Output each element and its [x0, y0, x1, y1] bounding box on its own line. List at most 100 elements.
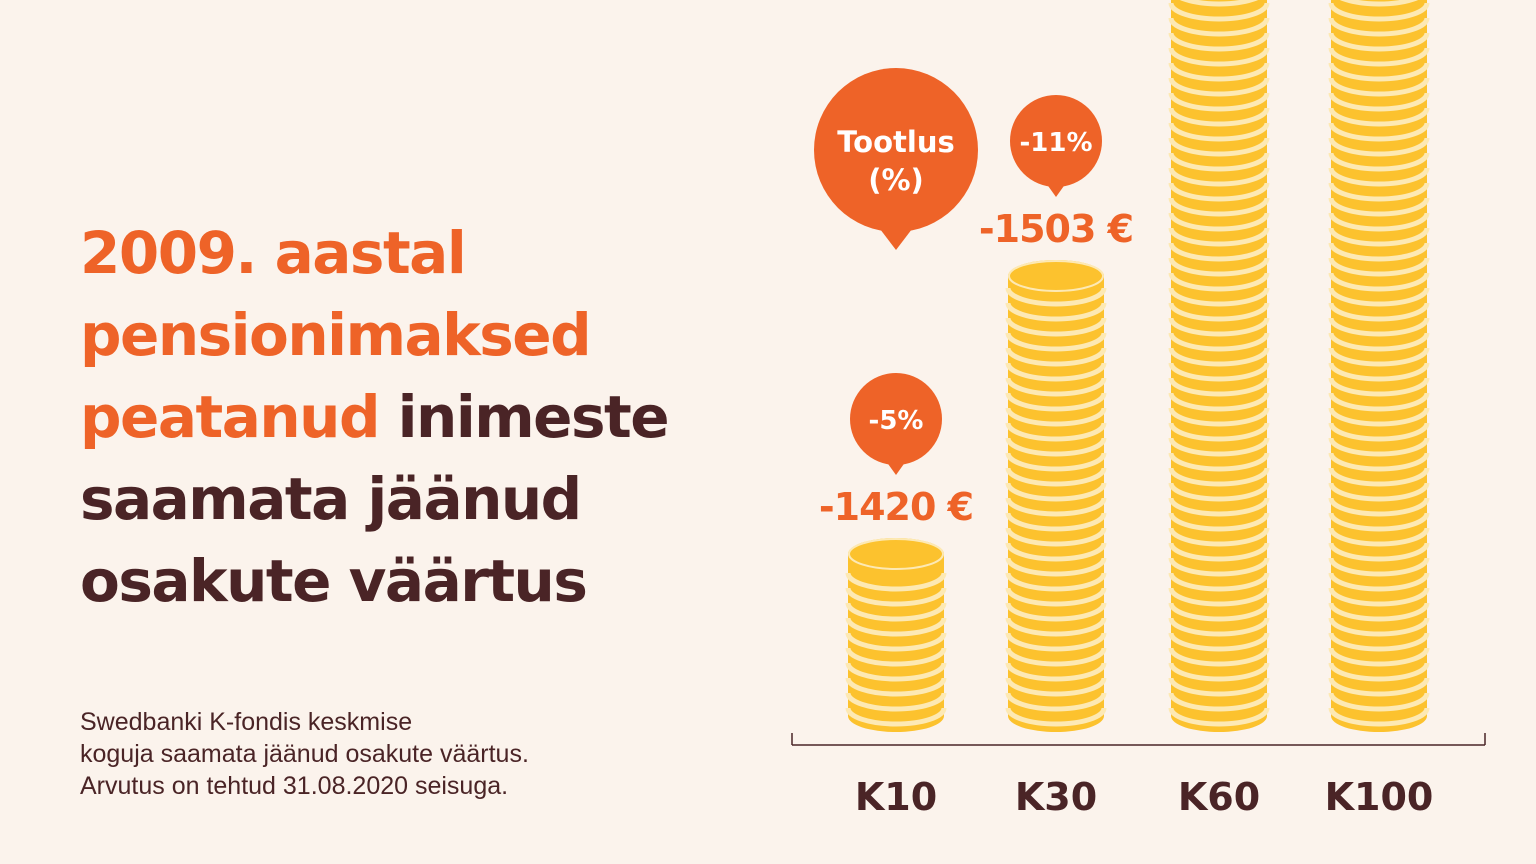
coin-edge-k100 [1328, 287, 1430, 307]
headline-line-5: osakute väärtus [80, 547, 588, 615]
coin-edge-k30 [1005, 587, 1107, 607]
coin-edge-k60 [1168, 407, 1270, 427]
coin-edge-k30 [1005, 407, 1107, 427]
coin-edge-k30 [1005, 677, 1107, 697]
coin-edge-k100 [1328, 617, 1430, 637]
coin-edge-k60 [1168, 617, 1270, 637]
coin-edge-k60 [1168, 377, 1270, 397]
return-bubble-k10 [850, 373, 942, 465]
value-label-k30: -1503 € [979, 207, 1133, 251]
coin-edge-k30 [1005, 707, 1107, 727]
coin-edge-k60 [1168, 62, 1270, 82]
coin-edge-k100 [1328, 227, 1430, 247]
coin-edge-k10 [845, 572, 947, 592]
coin-edge-k60 [1168, 47, 1270, 67]
coin-edge-k60 [1168, 437, 1270, 457]
coin-edge-k100 [1328, 377, 1430, 397]
category-label-k30: K30 [1015, 775, 1097, 819]
coin-edge-k100 [1328, 647, 1430, 667]
coin-edge-k10 [845, 617, 947, 637]
coin-edge-k30 [1005, 662, 1107, 682]
x-axis [791, 733, 1486, 746]
coin-edge-k30 [1005, 347, 1107, 367]
coin-edge-k60 [1168, 242, 1270, 262]
coin-edge-k30 [1005, 617, 1107, 637]
coin-edge-k100 [1328, 62, 1430, 82]
return-label-k10: -5% [869, 406, 924, 436]
return-bubble-pointer-k10 [886, 461, 906, 475]
coin-edge-k60 [1168, 167, 1270, 187]
headline-line-4: saamata jäänud [80, 465, 582, 533]
coin-edge-k100 [1328, 527, 1430, 547]
coin-edge-k100 [1328, 542, 1430, 562]
coin-edge-k100 [1328, 77, 1430, 97]
coin-edge-k30 [1005, 557, 1107, 577]
coin-edge-k30 [1005, 482, 1107, 502]
coin-edge-k100 [1328, 512, 1430, 532]
category-label-k60: K60 [1178, 775, 1260, 819]
coin-edge-k60 [1168, 302, 1270, 322]
coin-edge-k60 [1179, 0, 1259, 7]
coin-edge-k100 [1328, 302, 1430, 322]
coin-edge-k100 [1328, 587, 1430, 607]
coin-edge-k100 [1328, 197, 1430, 217]
coin-edge-k60 [1168, 482, 1270, 502]
coin-edge-k30 [1005, 467, 1107, 487]
coin-edge-k30 [1005, 572, 1107, 592]
coin-edge-k100 [1328, 212, 1430, 232]
coin-edge-k60 [1168, 452, 1270, 472]
coin-edge-k60 [1168, 527, 1270, 547]
coin-edge-k100 [1328, 32, 1430, 52]
coin-edge-k100 [1328, 572, 1430, 592]
footnote: Swedbanki K-fondis keskmise koguja saama… [80, 706, 700, 802]
coin-edge-k100 [1328, 407, 1430, 427]
coin-edge-k60 [1168, 122, 1270, 142]
legend-bubble-pointer [880, 229, 912, 250]
coin-edge-k100 [1328, 347, 1430, 367]
coin-edge-k60 [1168, 662, 1270, 682]
coin-edge-k60 [1168, 332, 1270, 352]
coin-edge-k100 [1328, 107, 1430, 127]
coin-stack-k10: -1420 € -5% K10 [819, 373, 974, 819]
coin-edge-k100 [1328, 332, 1430, 352]
coin-edge-k10 [845, 602, 947, 622]
coin-edge-k30 [1005, 302, 1107, 322]
coin-edge-k60 [1168, 227, 1270, 247]
footnote-line-1: Swedbanki K-fondis keskmise [80, 708, 413, 736]
headline-line-2: pensionimaksed [80, 301, 592, 369]
legend-label-line-1: Tootlus [837, 125, 955, 159]
bars-layer: -1420 € -5% K10 -1503 € -11% K30 -1625 €-20%K6… [819, 0, 1434, 819]
coin-edge-k100 [1328, 167, 1430, 187]
legend-label-line-2: (%) [868, 163, 924, 197]
coin-edge-k100 [1328, 707, 1430, 727]
coin-edge-k60 [1168, 32, 1270, 52]
coin-edge-k30 [1005, 647, 1107, 667]
coin-edge-k100 [1328, 497, 1430, 517]
coin-edge-k100 [1328, 137, 1430, 157]
coin-edge-k100 [1328, 482, 1430, 502]
headline-line-1: 2009. aastal [80, 219, 467, 287]
coin-edge-k60 [1168, 512, 1270, 532]
coin-edge-k100 [1328, 47, 1430, 67]
category-label-k100: K100 [1325, 775, 1434, 819]
value-label-k10: -1420 € [819, 485, 973, 529]
coin-edge-k100 [1328, 362, 1430, 382]
coin-edge-k100 [1328, 2, 1430, 22]
coin-edge-k30 [1005, 692, 1107, 712]
coin-edge-k60 [1168, 557, 1270, 577]
headline-line-3-highlight: peatanud [80, 383, 380, 451]
coin-edge-k100 [1328, 92, 1430, 112]
coin-top-rim-k10 [848, 538, 944, 570]
coin-edge-k100 [1328, 662, 1430, 682]
coin-edge-k100 [1328, 557, 1430, 577]
coin-edge-k10 [845, 587, 947, 607]
coin-edge-k100 [1328, 677, 1430, 697]
coin-stack-k30: -1503 € -11% K30 [979, 94, 1134, 819]
coin-edge-k100 [1328, 242, 1430, 262]
coin-edge-k100 [1328, 272, 1430, 292]
coin-edge-k30 [1005, 512, 1107, 532]
coin-edge-k60 [1168, 212, 1270, 232]
coin-edge-k30 [1005, 437, 1107, 457]
coin-edge-k30 [1005, 632, 1107, 652]
coin-edge-k60 [1168, 77, 1270, 97]
